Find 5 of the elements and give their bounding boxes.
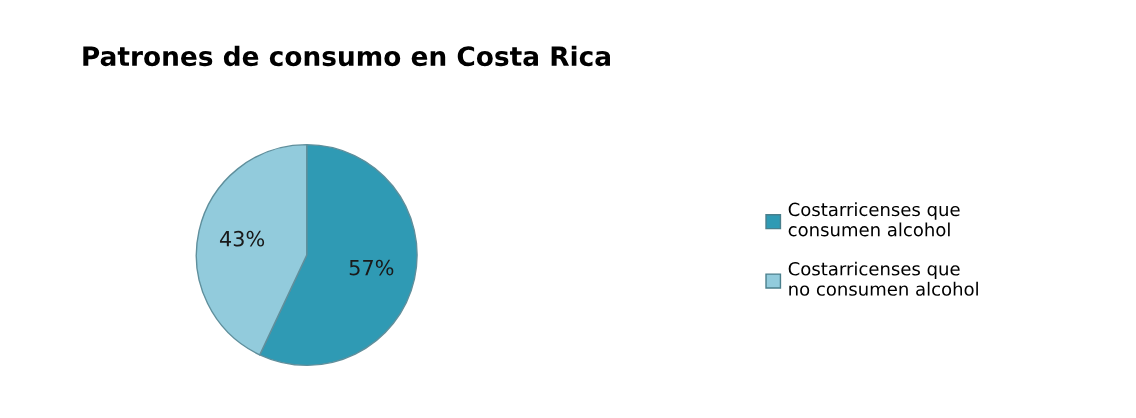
data-label: 43% bbox=[219, 230, 265, 247]
chart-title: Patrones de consumo en Costa Rica bbox=[83, 45, 610, 67]
data-label: 57% bbox=[349, 259, 394, 276]
legend-label: Costarricenses que consumen alcohol bbox=[788, 202, 960, 237]
legend-label: Costarricenses que no consumen alcohol bbox=[788, 261, 978, 296]
